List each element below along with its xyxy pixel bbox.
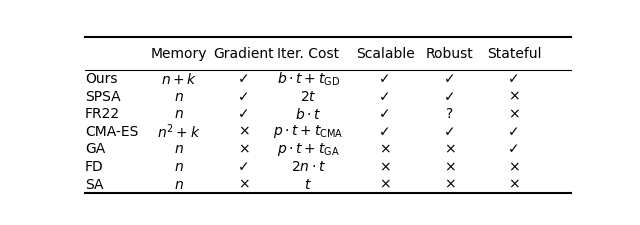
Text: $2t$: $2t$ bbox=[300, 90, 317, 104]
Text: Ours: Ours bbox=[85, 72, 118, 86]
Text: $b \cdot t$: $b \cdot t$ bbox=[295, 107, 321, 122]
Text: ?: ? bbox=[446, 107, 453, 121]
Text: GA: GA bbox=[85, 142, 105, 156]
Text: FR22: FR22 bbox=[85, 107, 120, 121]
Text: SA: SA bbox=[85, 178, 104, 191]
Text: FD: FD bbox=[85, 160, 104, 174]
Text: $p \cdot t + t_{\mathrm{GA}}$: $p \cdot t + t_{\mathrm{GA}}$ bbox=[277, 141, 339, 158]
Text: $p \cdot t + t_{\mathrm{CMA}}$: $p \cdot t + t_{\mathrm{CMA}}$ bbox=[273, 123, 343, 140]
Text: ×: × bbox=[508, 90, 520, 104]
Text: ✓: ✓ bbox=[508, 125, 520, 139]
Text: ✓: ✓ bbox=[444, 72, 455, 86]
Text: ×: × bbox=[238, 178, 250, 191]
Text: ×: × bbox=[508, 160, 520, 174]
Text: $n$: $n$ bbox=[174, 90, 184, 104]
Text: ×: × bbox=[380, 178, 391, 191]
Text: ✓: ✓ bbox=[380, 107, 391, 121]
Text: Memory: Memory bbox=[151, 47, 207, 61]
Text: $n^2 + k$: $n^2 + k$ bbox=[157, 123, 201, 141]
Text: ✓: ✓ bbox=[238, 90, 250, 104]
Text: ✓: ✓ bbox=[444, 125, 455, 139]
Text: ✓: ✓ bbox=[380, 72, 391, 86]
Text: CMA-ES: CMA-ES bbox=[85, 125, 138, 139]
Text: $2n \cdot t$: $2n \cdot t$ bbox=[291, 160, 326, 174]
Text: ×: × bbox=[508, 178, 520, 191]
Text: ×: × bbox=[444, 178, 455, 191]
Text: ✓: ✓ bbox=[238, 160, 250, 174]
Text: $n$: $n$ bbox=[174, 160, 184, 174]
Text: $n + k$: $n + k$ bbox=[161, 72, 197, 87]
Text: ×: × bbox=[380, 142, 391, 156]
Text: Iter. Cost: Iter. Cost bbox=[277, 47, 339, 61]
Text: ✓: ✓ bbox=[380, 125, 391, 139]
Text: ✓: ✓ bbox=[444, 90, 455, 104]
Text: $n$: $n$ bbox=[174, 107, 184, 121]
Text: Scalable: Scalable bbox=[356, 47, 415, 61]
Text: ×: × bbox=[238, 125, 250, 139]
Text: ✓: ✓ bbox=[508, 72, 520, 86]
Text: ×: × bbox=[444, 142, 455, 156]
Text: Stateful: Stateful bbox=[487, 47, 541, 61]
Text: ×: × bbox=[380, 160, 391, 174]
Text: Robust: Robust bbox=[426, 47, 474, 61]
Text: ×: × bbox=[444, 160, 455, 174]
Text: ✓: ✓ bbox=[508, 142, 520, 156]
Text: ✓: ✓ bbox=[238, 72, 250, 86]
Text: SPSA: SPSA bbox=[85, 90, 120, 104]
Text: ×: × bbox=[238, 142, 250, 156]
Text: $n$: $n$ bbox=[174, 142, 184, 156]
Text: $b \cdot t + t_{\mathrm{GD}}$: $b \cdot t + t_{\mathrm{GD}}$ bbox=[276, 70, 340, 88]
Text: Gradient: Gradient bbox=[213, 47, 274, 61]
Text: ✓: ✓ bbox=[380, 90, 391, 104]
Text: ×: × bbox=[508, 107, 520, 121]
Text: ✓: ✓ bbox=[238, 107, 250, 121]
Text: $n$: $n$ bbox=[174, 178, 184, 191]
Text: $t$: $t$ bbox=[304, 178, 312, 191]
